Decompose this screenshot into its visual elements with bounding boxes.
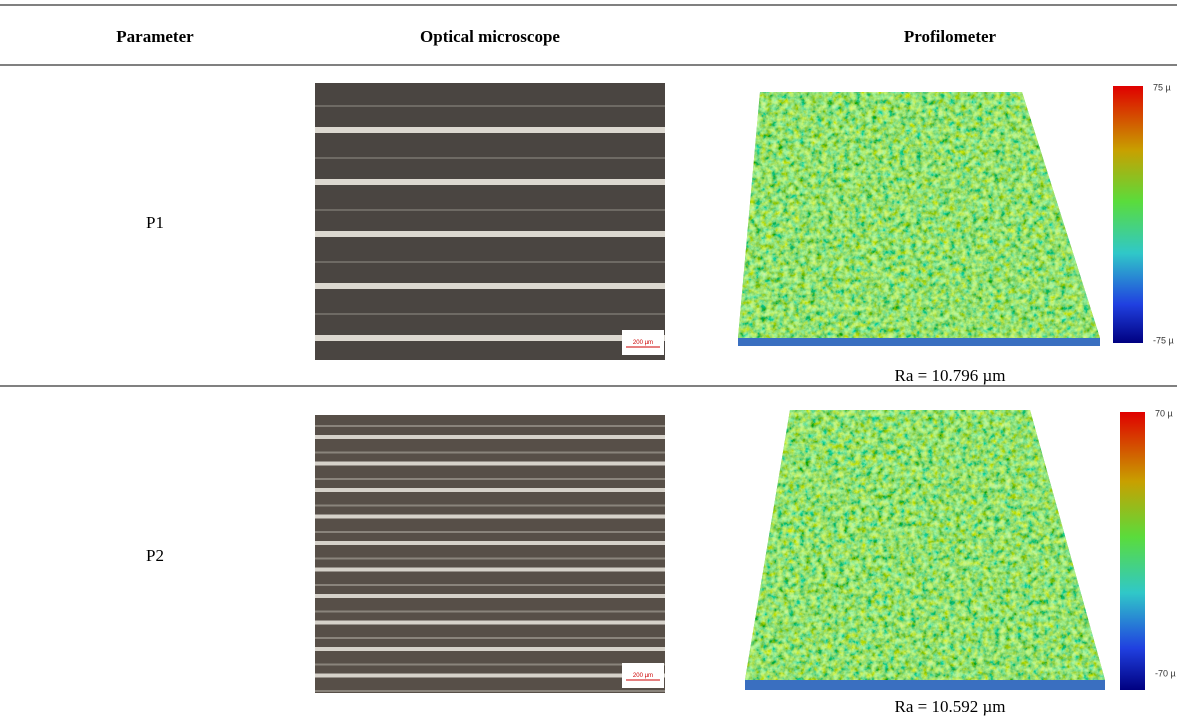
header-cell: Optical microscope [420, 27, 560, 46]
colorbar [1113, 86, 1143, 343]
colorbar-min: -70 µ [1155, 668, 1176, 678]
profile-texture [745, 410, 1105, 680]
profile-base [738, 338, 1100, 346]
colorbar-min: -75 µ [1153, 335, 1174, 345]
colorbar-max: 75 µ [1153, 82, 1171, 92]
scale-bar-label: 200 µm [633, 673, 653, 679]
table-row: P2 200 µm 70 µ -70 µ Ra = 10.592 µm [146, 408, 1176, 716]
colorbar-max: 70 µ [1155, 408, 1173, 418]
profile-base [745, 680, 1105, 690]
profile-texture [738, 92, 1100, 338]
table-row: P1 200 µm 75 µ -75 µ Ra = 10.796 µm [146, 82, 1174, 385]
header-cell: Profilometer [904, 27, 997, 46]
scale-bar-label: 200 µm [633, 340, 653, 346]
parameter-cell: P2 [146, 546, 164, 565]
header-cell: Parameter [116, 27, 194, 46]
microscope-image [315, 83, 665, 360]
microscope-image [315, 415, 665, 693]
parameter-cell: P1 [146, 213, 164, 232]
colorbar [1120, 412, 1145, 690]
table-page: Parameter Optical microscope Profilomete… [0, 0, 1177, 717]
roughness-label: Ra = 10.796 µm [895, 366, 1006, 385]
roughness-label: Ra = 10.592 µm [895, 697, 1006, 716]
